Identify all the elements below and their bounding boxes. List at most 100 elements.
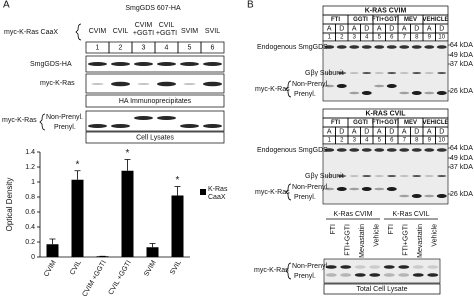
lane-number: 7 <box>403 138 407 144</box>
bar <box>146 247 159 257</box>
caption-box <box>85 131 225 144</box>
y-tick-label: 0.8 <box>25 194 35 201</box>
legend-swatch <box>200 189 206 195</box>
treatment-label: FTI <box>388 224 395 235</box>
band <box>324 187 335 191</box>
treatment-label: A <box>427 25 432 32</box>
band-label: Prenyl. <box>294 273 316 280</box>
band <box>412 175 422 177</box>
condition-label: VEHICLE <box>422 17 448 23</box>
error-bar <box>149 243 156 248</box>
column-label: SVIM <box>181 28 198 35</box>
panel-label: A <box>3 0 10 11</box>
column-label: CVIM +GGTI <box>133 22 154 37</box>
treatment-label: D <box>414 128 419 135</box>
treatment-label: A <box>402 128 407 135</box>
lane-number: 4 <box>165 44 169 51</box>
band <box>436 148 447 152</box>
treatment-label: D <box>439 128 444 135</box>
band <box>203 62 222 66</box>
band <box>203 124 222 128</box>
band <box>424 148 435 152</box>
band <box>424 194 435 198</box>
band <box>337 175 347 177</box>
y-tick-label: 0 <box>31 254 35 261</box>
band <box>411 194 422 198</box>
caption-box <box>85 94 225 108</box>
band <box>436 91 447 95</box>
band <box>383 273 395 277</box>
treatment-label: Mevastatin <box>417 224 424 258</box>
treatment-label: D <box>414 25 419 32</box>
band <box>349 187 360 191</box>
band <box>340 273 352 277</box>
y-tick-label: 0.2 <box>25 239 35 246</box>
treatment-label: FTI+GGTI <box>345 224 352 256</box>
group-label: K-Ras CVIM <box>334 211 373 218</box>
condition-label: FTI+GGTI <box>372 120 400 126</box>
blot <box>322 143 449 205</box>
blot-label: Gβγ Subunit <box>305 173 344 180</box>
treatment-label: A <box>377 25 382 32</box>
marker-label: 37 kDA <box>450 61 473 68</box>
blot <box>85 110 225 132</box>
panel-label: B <box>247 0 254 11</box>
band <box>399 45 410 49</box>
band <box>437 72 447 74</box>
lane-number: 9 <box>428 35 432 41</box>
significance-mark: * <box>76 159 80 170</box>
band <box>362 72 372 74</box>
blot-label: myc-K-Ras <box>255 86 290 93</box>
marker-label: 26 kDA <box>450 191 473 198</box>
panel-title: SmgGDS 607-HA <box>125 5 181 12</box>
band-label: Prenyl. <box>294 91 316 98</box>
condition-label: GGTI <box>353 17 368 23</box>
lane-number: 4 <box>365 35 369 41</box>
treatment-label: A <box>352 128 357 135</box>
band <box>88 62 107 66</box>
band-label: Non-Prenyl. <box>292 263 329 270</box>
band <box>361 148 372 152</box>
band <box>424 91 435 95</box>
caption-box <box>323 283 441 295</box>
band <box>436 45 447 49</box>
band <box>325 273 337 277</box>
band <box>349 148 360 152</box>
caption: HA Immunoprecipitates <box>119 98 192 105</box>
band <box>324 72 334 74</box>
band <box>361 45 372 49</box>
condition-label: FTI+GGTI <box>372 17 400 23</box>
band <box>183 83 196 85</box>
lane-number: 2 <box>119 44 123 51</box>
column-label: CVIL +GGTI <box>156 22 177 37</box>
bar <box>171 195 184 257</box>
caption: Total Cell Lysate <box>356 286 407 293</box>
condition-label: FTI <box>331 17 340 23</box>
error-bar <box>74 170 81 180</box>
lane-number: 2 <box>340 138 344 144</box>
band <box>324 45 335 49</box>
band <box>412 72 422 74</box>
brace <box>285 262 292 280</box>
treatment-label: D <box>389 128 394 135</box>
band <box>324 148 335 152</box>
brace <box>285 80 292 98</box>
band-label: Prenyl. <box>294 194 316 201</box>
treatment-label: Vehicle <box>432 224 439 247</box>
band <box>349 72 359 74</box>
band <box>411 91 422 95</box>
brace <box>285 183 292 201</box>
lane-box <box>200 41 225 54</box>
column-label: CVIM <box>89 28 107 35</box>
blot-label: Endogenous SmgGDS <box>257 147 328 154</box>
brace <box>39 113 46 131</box>
blot <box>85 73 225 94</box>
band <box>340 265 352 269</box>
blot <box>85 55 225 73</box>
lane-number: 4 <box>365 138 369 144</box>
caption: Cell Lysates <box>136 134 174 141</box>
band <box>361 91 372 95</box>
band <box>399 148 410 152</box>
lane-number: 6 <box>211 44 215 51</box>
